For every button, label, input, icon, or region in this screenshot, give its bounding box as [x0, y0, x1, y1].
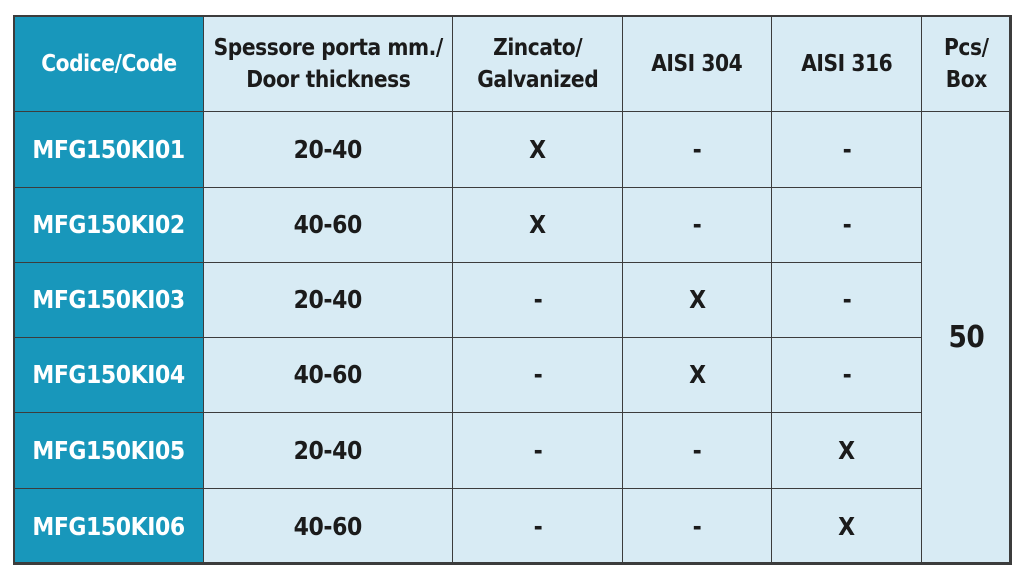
product-code: MFG150KI06 — [32, 511, 185, 541]
data-cell: X — [452, 111, 623, 188]
header-text: Spessore porta mm./ — [213, 34, 443, 61]
data-cell: 20-40 — [203, 262, 453, 338]
header-cell: AISI 304 — [622, 15, 772, 112]
cell-text: - — [842, 360, 851, 389]
code-cell: MFG150KI02 — [13, 187, 204, 263]
cell-text: 20-40 — [293, 285, 363, 314]
cell-text: X — [688, 360, 706, 389]
data-cell: - — [452, 412, 623, 489]
pcs-box-value: 50 — [948, 320, 985, 355]
header-cell: Zincato/Galvanized — [452, 15, 623, 112]
cell-text: - — [692, 210, 702, 239]
data-cell: - — [771, 262, 922, 338]
cell-text: - — [842, 210, 851, 239]
code-cell: MFG150KI03 — [13, 262, 204, 338]
cell-text: - — [692, 511, 702, 541]
cell-text: - — [533, 285, 542, 314]
data-cell: - — [452, 262, 623, 338]
header-cell: Spessore porta mm./ Door thickness — [203, 15, 453, 112]
code-cell: MFG150KI06 — [13, 488, 204, 565]
product-code: MFG150KI05 — [32, 435, 185, 465]
code-cell: MFG150KI04 — [13, 337, 204, 413]
cell-text: - — [692, 435, 702, 465]
data-cell: X — [771, 412, 922, 489]
product-code: MFG150KI04 — [32, 360, 185, 389]
data-cell: - — [622, 412, 772, 489]
data-cell: - — [771, 187, 922, 263]
data-cell: 40-60 — [203, 337, 453, 413]
data-cell: - — [771, 111, 922, 188]
data-cell: X — [452, 187, 623, 263]
header-text: Door thickness — [245, 66, 411, 93]
header-text: AISI 304 — [651, 50, 743, 77]
data-cell: - — [622, 187, 772, 263]
data-cell: 40-60 — [203, 488, 453, 565]
cell-text: - — [842, 134, 851, 164]
header-text: Pcs/ — [944, 34, 989, 61]
data-cell: - — [771, 337, 922, 413]
cell-text: X — [838, 435, 855, 465]
data-cell: - — [452, 488, 623, 565]
header-text: Galvanized — [476, 66, 598, 93]
header-text: Zincato/ — [492, 34, 583, 61]
cell-text: X — [838, 511, 855, 541]
cell-text: X — [529, 210, 546, 239]
cell-text: 40-60 — [293, 511, 363, 541]
cell-text: - — [533, 360, 542, 389]
cell-text: - — [842, 285, 851, 314]
cell-text: 20-40 — [293, 435, 363, 465]
header-text: AISI 316 — [800, 50, 893, 77]
cell-text: - — [692, 134, 702, 164]
code-cell: MFG150KI05 — [13, 412, 204, 489]
header-cell: Codice/Code — [13, 15, 204, 112]
data-cell: X — [622, 337, 772, 413]
data-cell: X — [771, 488, 922, 565]
code-cell: MFG150KI01 — [13, 111, 204, 188]
cell-text: - — [533, 511, 542, 541]
data-cell: - — [622, 111, 772, 188]
data-cell: 20-40 — [203, 412, 453, 489]
header-cell: Pcs/Box — [921, 15, 1012, 112]
cell-text: 40-60 — [293, 360, 363, 389]
pcs-box-cell: 50 — [921, 111, 1012, 565]
header-cell: AISI 316 — [771, 15, 922, 112]
cell-text: X — [529, 134, 546, 164]
data-cell: - — [452, 337, 623, 413]
product-code: MFG150KI03 — [32, 285, 185, 314]
data-cell: 40-60 — [203, 187, 453, 263]
cell-text: 40-60 — [293, 210, 363, 239]
product-code: MFG150KI02 — [32, 210, 185, 239]
cell-text: - — [533, 435, 542, 465]
cell-text: 20-40 — [293, 134, 363, 164]
data-cell: 20-40 — [203, 111, 453, 188]
header-text: Codice/Code — [40, 50, 177, 77]
cell-text: X — [688, 285, 706, 314]
header-text: Box — [945, 66, 988, 93]
product-code: MFG150KI01 — [32, 134, 185, 164]
data-cell: - — [622, 488, 772, 565]
data-cell: X — [622, 262, 772, 338]
